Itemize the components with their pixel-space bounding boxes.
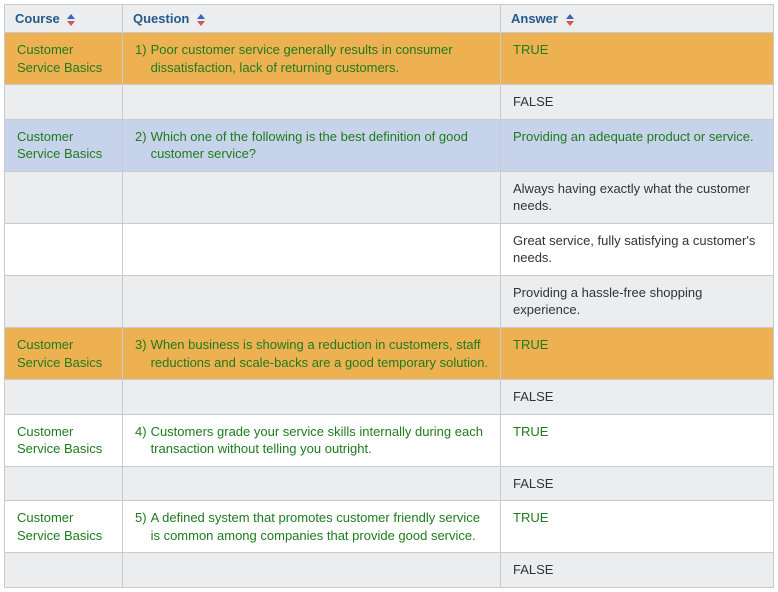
cell-answer: Providing a hassle-free shopping experie… [501,275,774,327]
question-text: When business is showing a reduction in … [151,336,490,371]
question-text: A defined system that promotes customer … [151,509,490,544]
table-row[interactable]: Customer Service Basics3)When business i… [5,328,774,380]
cell-answer: Providing an adequate product or service… [501,119,774,171]
cell-course [5,171,123,223]
table-row[interactable]: FALSE [5,553,774,588]
sort-icon[interactable] [566,14,574,26]
question-number: 1) [135,41,151,76]
cell-question [123,223,501,275]
cell-question: 4)Customers grade your service skills in… [123,414,501,466]
cell-course [5,380,123,415]
sort-icon[interactable] [197,14,205,26]
cell-answer: Great service, fully satisfying a custom… [501,223,774,275]
column-header-course-label: Course [15,11,60,26]
column-header-answer[interactable]: Answer [501,5,774,33]
question-text: Which one of the following is the best d… [151,128,490,163]
cell-course: Customer Service Basics [5,33,123,85]
cell-answer: TRUE [501,414,774,466]
cell-course [5,275,123,327]
question-text: Customers grade your service skills inte… [151,423,490,458]
cell-course [5,553,123,588]
cell-question [123,380,501,415]
table-row[interactable]: Customer Service Basics4)Customers grade… [5,414,774,466]
cell-answer: TRUE [501,501,774,553]
table-row[interactable]: FALSE [5,380,774,415]
table-row[interactable]: FALSE [5,85,774,120]
cell-question [123,553,501,588]
cell-question: 3)When business is showing a reduction i… [123,328,501,380]
column-header-question-label: Question [133,11,189,26]
table-row[interactable]: Always having exactly what the customer … [5,171,774,223]
cell-answer: FALSE [501,466,774,501]
question-text: Poor customer service generally results … [151,41,490,76]
cell-answer: TRUE [501,328,774,380]
answers-table: Course Question Answer Customer Service … [4,4,774,588]
table-row[interactable]: Customer Service Basics2)Which one of th… [5,119,774,171]
column-header-question[interactable]: Question [123,5,501,33]
question-number: 4) [135,423,151,458]
cell-question [123,466,501,501]
cell-answer: FALSE [501,85,774,120]
cell-answer: TRUE [501,33,774,85]
cell-question: 2)Which one of the following is the best… [123,119,501,171]
cell-question [123,171,501,223]
table-body: Customer Service Basics1)Poor customer s… [5,33,774,588]
cell-course [5,466,123,501]
cell-question [123,275,501,327]
table-row[interactable]: Great service, fully satisfying a custom… [5,223,774,275]
cell-answer: Always having exactly what the customer … [501,171,774,223]
column-header-answer-label: Answer [511,11,558,26]
table-header-row: Course Question Answer [5,5,774,33]
sort-icon[interactable] [67,14,75,26]
column-header-course[interactable]: Course [5,5,123,33]
question-number: 3) [135,336,151,371]
cell-course: Customer Service Basics [5,328,123,380]
table-row[interactable]: Customer Service Basics1)Poor customer s… [5,33,774,85]
question-number: 2) [135,128,151,163]
cell-answer: FALSE [501,380,774,415]
table-row[interactable]: Customer Service Basics5)A defined syste… [5,501,774,553]
cell-course [5,85,123,120]
question-number: 5) [135,509,151,544]
cell-course: Customer Service Basics [5,414,123,466]
cell-course [5,223,123,275]
table-row[interactable]: Providing a hassle-free shopping experie… [5,275,774,327]
cell-question [123,85,501,120]
cell-course: Customer Service Basics [5,501,123,553]
table-row[interactable]: FALSE [5,466,774,501]
cell-course: Customer Service Basics [5,119,123,171]
cell-question: 5)A defined system that promotes custome… [123,501,501,553]
cell-answer: FALSE [501,553,774,588]
cell-question: 1)Poor customer service generally result… [123,33,501,85]
